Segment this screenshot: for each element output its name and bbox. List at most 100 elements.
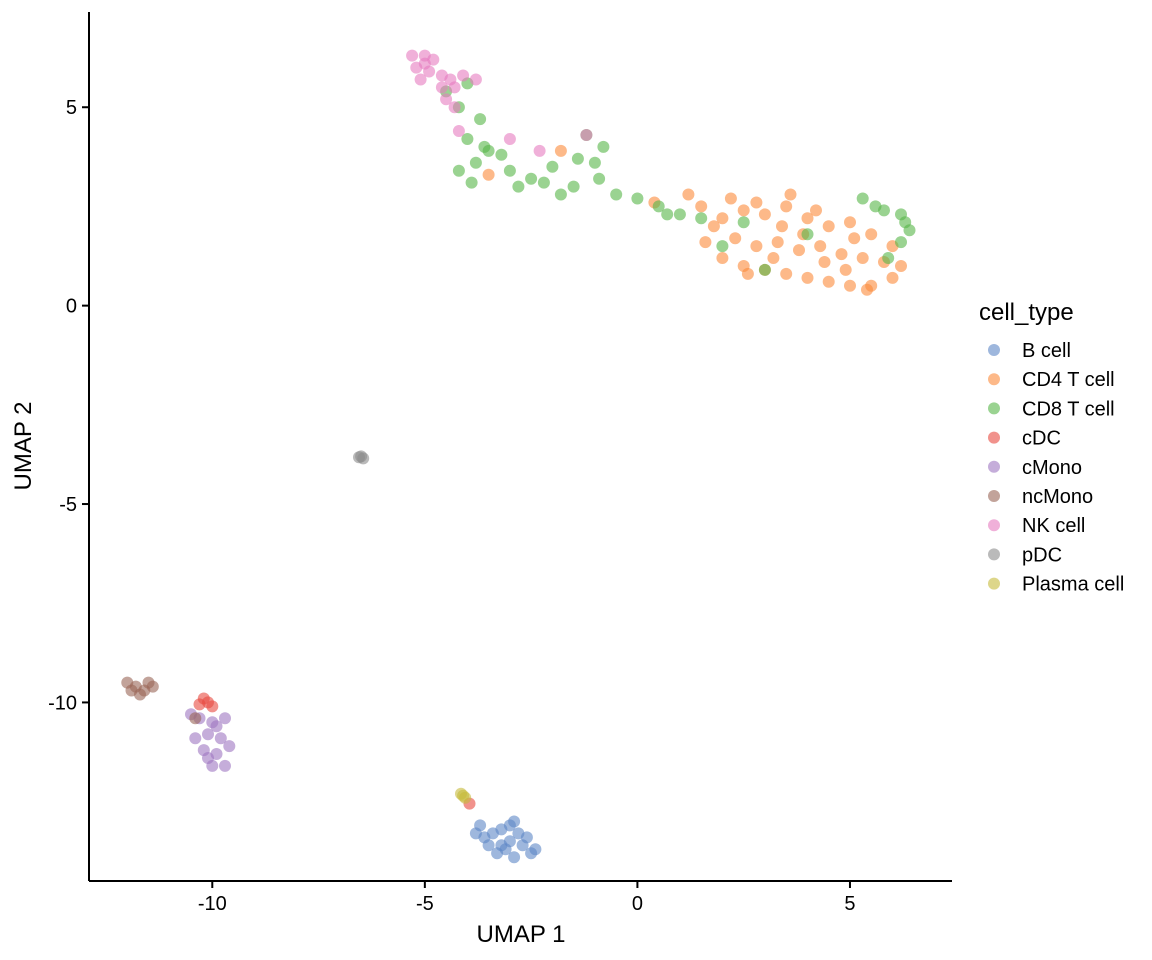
point-cd8-t-cell-18	[554, 188, 567, 201]
y-axis-title: UMAP 2	[10, 402, 37, 491]
point-nk-cell-8	[457, 69, 470, 82]
point-b-cell-12	[503, 819, 516, 832]
point-cmono-10	[223, 740, 236, 753]
x-tick-label: 5	[844, 893, 855, 915]
point-nk-cell-6	[414, 73, 427, 86]
x-axis-title: UMAP 1	[477, 921, 566, 948]
point-ncmono-6	[142, 676, 155, 689]
point-cd8-t-cell-39	[661, 208, 674, 221]
legend-key	[988, 490, 1000, 502]
point-cd4-t-cell-32	[776, 220, 788, 233]
point-cd4-t-cell-14	[780, 267, 793, 280]
point-cd8-t-cell-35	[758, 263, 771, 276]
point-cd8-t-cell-1	[469, 156, 482, 169]
point-ncmono-5	[125, 684, 138, 697]
legend-key	[988, 373, 1000, 386]
point-cd4-t-cell-10	[699, 236, 712, 249]
legend-label: Plasma cell	[1022, 574, 1124, 596]
point-cd4-t-cell-27	[856, 252, 869, 264]
point-cd4-t-cell-15	[801, 271, 814, 284]
point-nk-cell-12	[418, 57, 431, 70]
point-ncmono-7	[189, 712, 202, 725]
point-cd8-t-cell-0	[461, 133, 474, 145]
point-cd4-t-cell-31	[750, 196, 763, 209]
point-cd4-t-cell-29	[895, 260, 907, 272]
legend-label: CD8 T cell	[1022, 398, 1115, 420]
point-nk-cell-16	[533, 144, 546, 157]
point-cd4-t-cell-7	[844, 216, 856, 229]
point-cd8-t-cell-23	[474, 113, 487, 126]
legend-key	[988, 519, 1000, 532]
point-nk-cell-0	[406, 49, 419, 62]
point-nk-cell-14	[452, 125, 465, 137]
point-cd8-t-cell-7	[588, 156, 601, 169]
y-tick-label: 5	[66, 97, 77, 119]
point-cd8-t-cell-3	[503, 164, 516, 177]
point-cd8-t-cell-32	[899, 216, 912, 229]
point-cd4-t-cell-39	[810, 204, 822, 217]
point-cd8-t-cell-15	[495, 148, 508, 161]
point-cd4-t-cell-8	[865, 228, 878, 241]
point-cd8-t-cell-8	[597, 140, 610, 153]
point-cd8-t-cell-34	[856, 192, 869, 205]
x-tick-label: 0	[632, 893, 643, 915]
point-cd8-t-cell-5	[546, 160, 559, 173]
point-cdc-2	[193, 698, 206, 711]
point-cd8-t-cell-26	[478, 140, 491, 153]
point-cd8-t-cell-37	[737, 216, 750, 229]
point-nk-cell-18	[440, 93, 453, 106]
point-cmono-11	[189, 732, 202, 745]
legend-label: cDC	[1022, 428, 1061, 450]
point-cd4-t-cell-26	[835, 248, 848, 261]
point-cd4-t-cell-5	[801, 212, 814, 225]
point-cd8-t-cell-16	[512, 180, 525, 193]
legend-label: pDC	[1022, 544, 1062, 566]
point-b-cell-6	[486, 827, 499, 840]
point-cd8-t-cell-17	[537, 176, 550, 189]
point-cd4-t-cell-24	[793, 244, 805, 257]
point-cd8-t-cell-10	[610, 188, 623, 201]
legend-title: cell_type	[979, 299, 1074, 326]
point-cd4-t-cell-25	[814, 240, 827, 253]
y-tick-label: -10	[48, 692, 77, 714]
point-nk-cell-10	[448, 81, 461, 94]
point-cd4-t-cell-19	[886, 271, 899, 284]
point-nk-cell-17	[580, 129, 593, 141]
point-pdc-2	[353, 451, 365, 464]
point-cd4-t-cell-2	[737, 204, 750, 217]
legend: cell_type B cell CD4 T cell CD8 T cell cDC c…	[979, 299, 1124, 596]
point-nk-cell-13	[448, 101, 461, 114]
x-tick-label: -5	[416, 893, 434, 915]
point-cmono-9	[202, 752, 214, 764]
point-cd8-t-cell-30	[895, 236, 907, 249]
point-cd8-t-cell-6	[567, 180, 580, 193]
x-tick-label: -10	[198, 893, 227, 915]
point-cd4-t-cell-11	[716, 252, 729, 264]
point-cd8-t-cell-38	[695, 212, 708, 225]
legend-key	[988, 460, 1000, 473]
point-cd4-t-cell-4	[780, 200, 793, 213]
point-cd4-t-cell-41	[554, 144, 567, 157]
point-nk-cell-11	[435, 81, 448, 94]
point-b-cell-17	[495, 839, 508, 852]
point-cd4-t-cell-30	[724, 192, 737, 205]
point-b-cell-11	[520, 831, 533, 844]
point-cd4-t-cell-22	[750, 240, 763, 253]
point-cmono-3	[202, 728, 214, 741]
legend-key	[988, 577, 1000, 590]
point-cd4-t-cell-40	[682, 188, 695, 201]
y-ticks: -10 -5 0 5	[48, 97, 89, 714]
point-cd4-t-cell-6	[822, 220, 835, 233]
y-tick-label: -5	[59, 494, 77, 516]
point-cmono-2	[219, 712, 231, 725]
legend-key	[988, 402, 1000, 415]
point-cdc-3	[206, 700, 219, 713]
point-cmono-4	[214, 732, 227, 745]
point-cd8-t-cell-40	[801, 228, 814, 241]
point-cmono-8	[219, 759, 231, 772]
legend-label: CD4 T cell	[1022, 369, 1115, 391]
point-cd8-t-cell-33	[869, 200, 882, 213]
point-cd4-t-cell-0	[695, 200, 708, 213]
point-cd4-t-cell-1	[716, 212, 729, 225]
point-cd4-t-cell-3	[758, 208, 771, 221]
